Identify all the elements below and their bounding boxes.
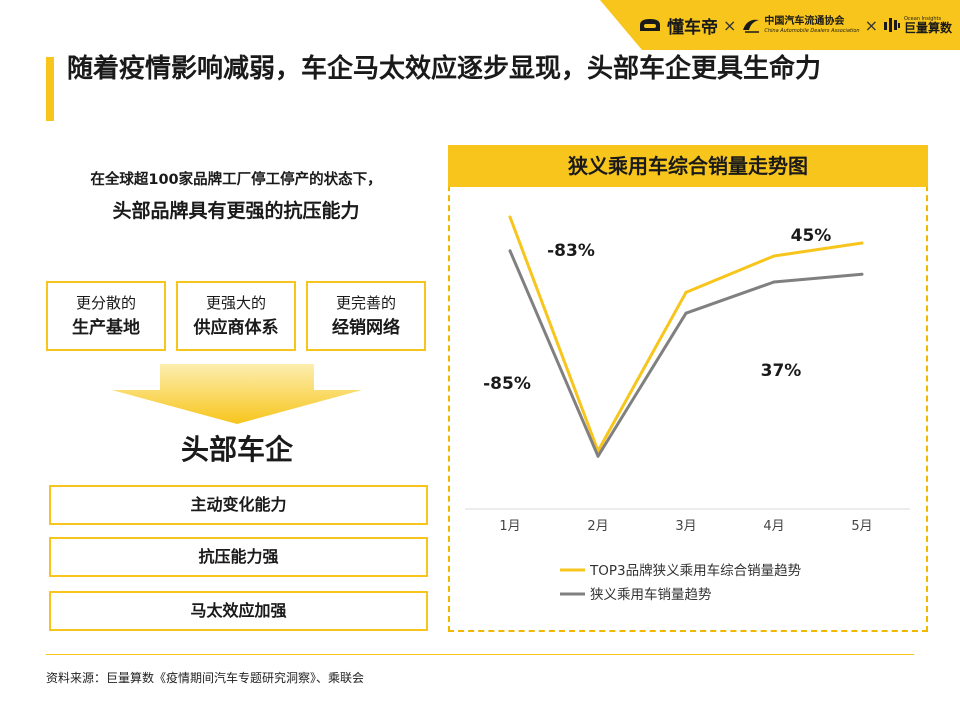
logo-separator: ×: [864, 15, 878, 35]
legend-label-1: TOP3品牌狭义乘用车综合销量趋势: [589, 562, 801, 579]
x-tick-label: 3月: [675, 519, 696, 534]
change-label: -85%: [483, 374, 531, 394]
series-2-point: [860, 272, 864, 276]
series-1-point: [772, 254, 776, 258]
leading-automakers-heading: 头部车企: [180, 433, 293, 466]
change-label: 45%: [791, 226, 832, 246]
ocean-name-cn: 巨量算数: [903, 20, 952, 35]
factor-box-dealer: 更完善的 经销网络: [306, 281, 426, 351]
chart-panel-title: 狭义乘用车综合销量走势图: [448, 145, 928, 187]
caam-emblem-icon: [743, 19, 760, 33]
factor-label-1: 更分散的: [75, 294, 136, 312]
series-1-point: [684, 290, 688, 294]
bars-icon: [883, 18, 900, 32]
effect-box-resilience: 抗压能力强: [49, 537, 428, 577]
dongchedi-label: 懂车帝: [666, 17, 718, 38]
caam-logo: 中国汽车流通协会 China Automobile Dealers Associ…: [741, 15, 860, 34]
series-2-point: [684, 311, 688, 315]
factor-value-2: 供应商体系: [193, 318, 279, 338]
page-title: 随着疫情影响减弱，车企马太效应逐步显现，头部车企更具生命力: [67, 54, 822, 84]
footer-divider: [46, 654, 914, 655]
series-2-point: [508, 249, 512, 253]
caam-name-cn: 中国汽车流通协会: [764, 15, 845, 27]
factor-label-3: 更完善的: [335, 294, 396, 312]
series-2-point: [596, 454, 600, 458]
intro-line-1: 在全球超100家品牌工厂停工停产的状态下，: [90, 172, 382, 188]
source-note: 资料来源：巨量算数《疫情期间汽车专题研究洞察》、乘联会: [46, 671, 365, 685]
ocean-name-en: Ocean Insights: [903, 15, 942, 22]
logo-separator: ×: [722, 15, 737, 35]
x-tick-label: 5月: [851, 519, 872, 534]
dongchedi-logo: 懂车帝: [637, 13, 718, 38]
effect-box-matthew-effect: 马太效应加强: [49, 591, 428, 631]
series-1-point: [508, 215, 512, 219]
logo-band: [600, 0, 960, 50]
factor-value-3: 经销网络: [332, 318, 400, 338]
factor-label-2: 更强大的: [205, 294, 266, 312]
title-accent-bar: [46, 57, 54, 121]
ocean-insights-logo: Ocean Insights 巨量算数: [883, 16, 952, 34]
sales-trend-chart: 1月 2月 3月 4月 5月 -83% -85% 45% 37% TOP3品牌狭义乘用车综合销量趋…: [465, 215, 910, 603]
factor-box-production: 更分散的 生产基地: [46, 281, 166, 351]
legend-label-2: 狭义乘用车销量趋势: [590, 586, 712, 603]
effect-box-adaptability: 主动变化能力: [49, 485, 428, 525]
down-arrow-icon: [112, 364, 362, 424]
caam-name-en: China Automobile Dealers Association: [764, 27, 860, 34]
series-2-point: [772, 280, 776, 284]
partner-logos: 懂车帝 × 中国汽车流通协会 China Automobile Dealers …: [637, 0, 952, 50]
x-tick-label: 4月: [763, 519, 784, 534]
factor-value-1: 生产基地: [72, 318, 140, 338]
car-icon: [639, 19, 660, 31]
change-label: -83%: [547, 241, 595, 261]
intro-line-2: 头部品牌具有更强的抗压能力: [112, 200, 360, 222]
x-tick-label: 1月: [499, 519, 520, 534]
series-1-point: [860, 241, 864, 245]
x-tick-label: 2月: [587, 519, 608, 534]
factor-box-supplier: 更强大的 供应商体系: [176, 281, 296, 351]
change-label: 37%: [761, 361, 802, 381]
